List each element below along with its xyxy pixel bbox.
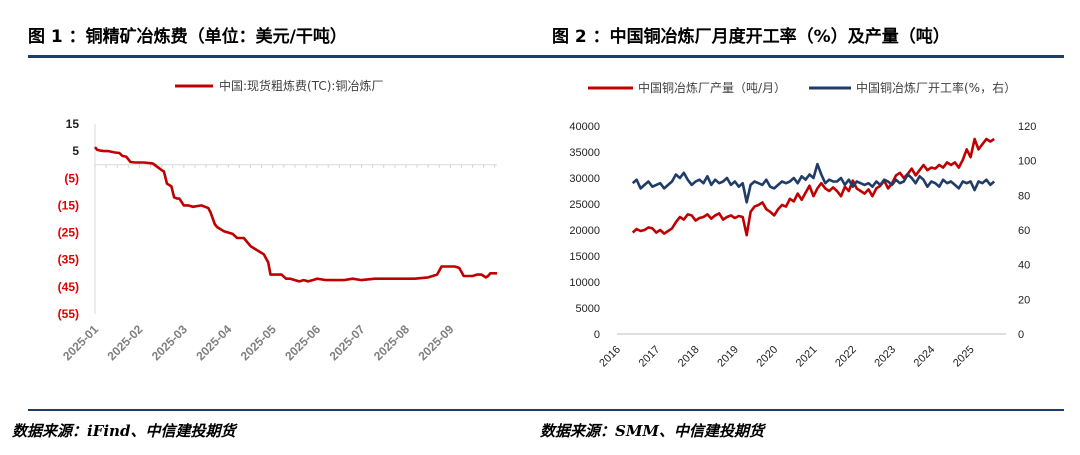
x-tick-label: 2020: [754, 344, 780, 370]
bottom-divider: [28, 409, 1064, 411]
series-line-output: [631, 137, 995, 237]
y-left-tick-label: 15000: [569, 251, 600, 263]
y-right-tick-label: 100: [1018, 156, 1036, 168]
x-tick-label: 2025-09: [415, 322, 456, 363]
x-tick-label: 2019: [715, 344, 741, 370]
legend-label-utilisation: 中国铜冶炼厂开工率(%，右）: [856, 80, 1016, 95]
x-tick-label: 2025-07: [327, 322, 368, 363]
x-tick-label: 2025-08: [371, 322, 412, 363]
y-tick-label: (45): [58, 280, 79, 294]
tc-chart: 中国:现货粗炼费(TC):铜冶炼厂 15 5 (5) (15) (25) (35) (45) (…: [58, 78, 497, 363]
y-tick-label: (5): [64, 171, 79, 185]
x-tick-label: 2025-03: [149, 322, 190, 363]
x-tick-label: 2025-01: [60, 322, 101, 363]
y-tick-label: (35): [58, 253, 79, 267]
y-left-tick-label: 10000: [569, 277, 600, 289]
y-left-tick-label: 25000: [569, 199, 600, 211]
x-tick-label: 2022: [833, 344, 859, 370]
x-tick-label: 2025-06: [282, 322, 323, 363]
x-tick-label: 2025-04: [193, 322, 234, 363]
smelter-chart: 中国铜冶炼厂产量（吨/月） 中国铜冶炼厂开工率(%，右） 0 5000 10000 150…: [569, 80, 1036, 370]
top-divider: [28, 55, 1064, 58]
x-tick-label: 2017: [637, 344, 663, 370]
y-tick-label: 15: [66, 117, 80, 131]
y-right-tick-label: 20: [1018, 294, 1030, 306]
y-left-tick-label: 0: [594, 329, 600, 341]
y-left-tick-label: 5000: [576, 303, 600, 315]
y-left-tick-label: 40000: [569, 121, 600, 133]
x-tick-label: 2023: [872, 344, 898, 370]
y-left-tick-label: 35000: [569, 147, 600, 159]
figure-1-source: 数据来源：iFind、中信建投期货: [12, 422, 236, 440]
x-tick-label: 2025-02: [104, 322, 145, 363]
y-tick-label: 5: [72, 144, 79, 158]
y-right-tick-label: 120: [1018, 121, 1036, 133]
x-tick-label: 2025: [951, 344, 977, 370]
y-tick-label: (25): [58, 226, 79, 240]
legend-label-output: 中国铜冶炼厂产量（吨/月）: [638, 80, 786, 95]
legend-label-tc: 中国:现货粗炼费(TC):铜冶炼厂: [219, 78, 383, 93]
figure-2-source: 数据来源：SMM、中信建投期货: [540, 422, 765, 440]
y-left-tick-label: 20000: [569, 225, 600, 237]
y-right-tick-label: 0: [1018, 329, 1024, 341]
y-left-tick-label: 30000: [569, 173, 600, 185]
y-right-tick-label: 40: [1018, 260, 1030, 272]
x-tick-label: 2024: [912, 344, 938, 370]
series-line-utilisation: [631, 162, 996, 204]
y-right-tick-label: 60: [1018, 225, 1030, 237]
x-tick-label: 2025-05: [238, 322, 279, 363]
x-tick-label: 2016: [597, 344, 623, 370]
figure-1-title: 图 1 ：铜精矿冶炼费（单位：美元/干吨）: [28, 27, 347, 47]
series-line-tc: [93, 146, 497, 283]
x-tick-label: 2018: [676, 344, 702, 370]
y-tick-label: (55): [58, 307, 79, 321]
y-right-tick-label: 80: [1018, 190, 1030, 202]
x-tick-label: 2021: [794, 344, 820, 370]
y-tick-label: (15): [58, 198, 79, 212]
figure-2-title: 图 2 ：中国铜冶炼厂月度开工率（%）及产量（吨）: [552, 27, 950, 47]
